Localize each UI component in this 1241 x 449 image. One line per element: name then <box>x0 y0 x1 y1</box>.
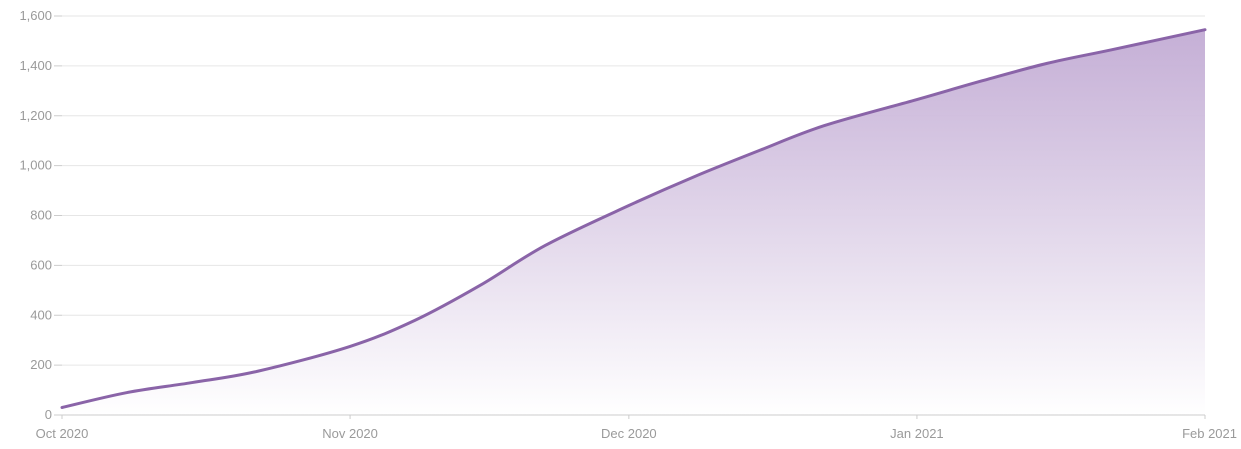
x-tick-label: Feb 2021 <box>1182 426 1237 441</box>
y-tick-label: 200 <box>30 357 52 372</box>
series-line <box>60 28 1207 410</box>
x-tick-label: Dec 2020 <box>601 426 657 441</box>
x-axis-tick-labels: Oct 2020 Nov 2020 Dec 2020 Jan 2021 Feb 2021 <box>36 415 1237 441</box>
area-series <box>60 28 1207 415</box>
y-tick-label: 1,200 <box>19 108 52 123</box>
x-tick-label: Oct 2020 <box>36 426 89 441</box>
y-tick-label: 1,600 <box>19 8 52 23</box>
y-tick-label: 1,400 <box>19 58 52 73</box>
y-tick-label: 600 <box>30 257 52 272</box>
y-tick-label: 400 <box>30 307 52 322</box>
x-tick-label: Jan 2021 <box>890 426 944 441</box>
x-tick-label: Nov 2020 <box>322 426 378 441</box>
y-tick-label: 0 <box>45 407 52 422</box>
y-tick-label: 800 <box>30 208 52 223</box>
y-axis-tick-labels: 0 200 400 600 800 1,000 1,200 1,400 1,600 <box>19 8 62 422</box>
y-tick-label: 1,000 <box>19 158 52 173</box>
area-fill <box>62 29 1205 415</box>
